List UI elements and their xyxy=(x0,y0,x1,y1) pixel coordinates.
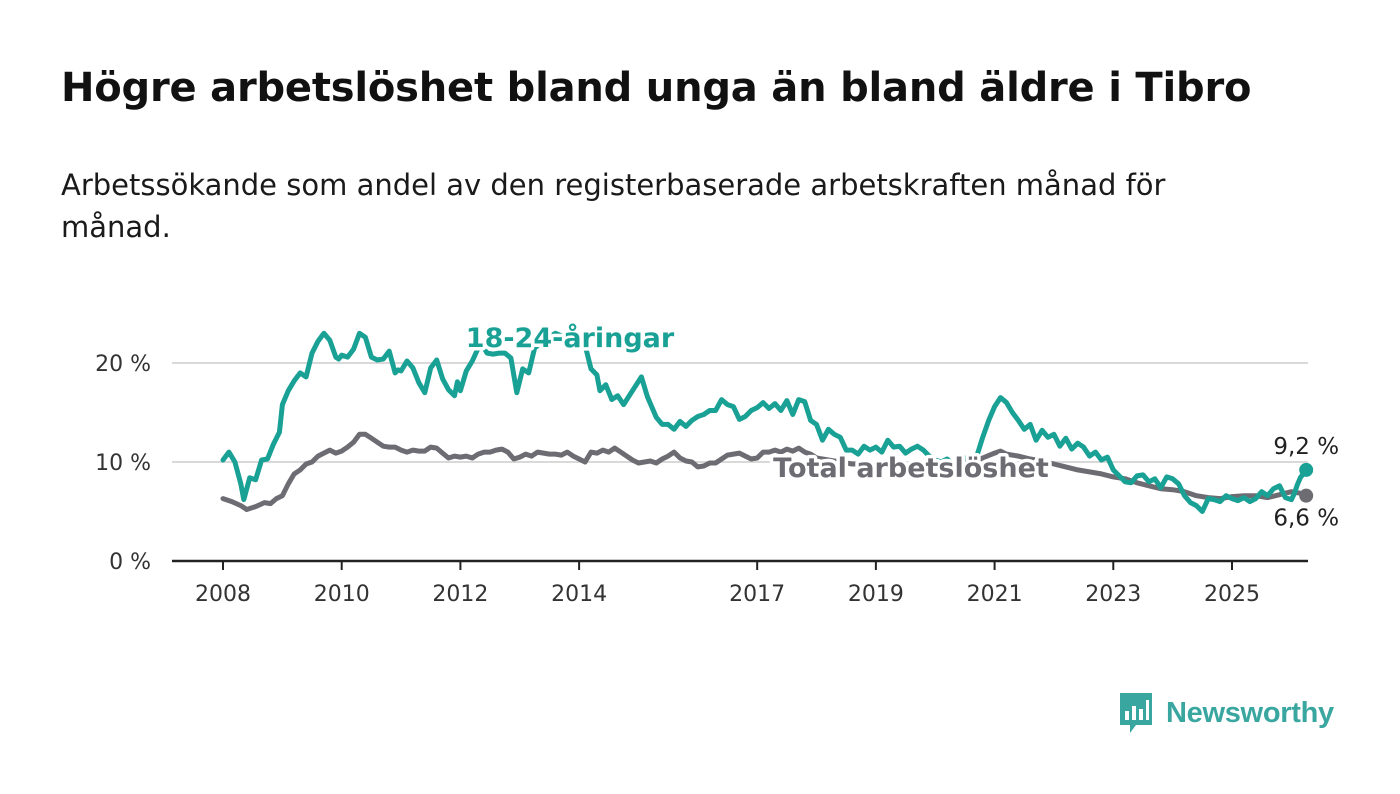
x-tick-label: 2017 xyxy=(729,582,785,607)
y-tick-label: 0 % xyxy=(109,550,151,575)
grid-lines xyxy=(172,362,1308,463)
y-axis: 0 % 10 % 20 % xyxy=(95,352,151,575)
series-end-marker xyxy=(1299,462,1314,477)
x-tick-label: 2023 xyxy=(1085,582,1141,607)
newsworthy-logo: Newsworthy xyxy=(1118,690,1334,736)
series-label: Total arbetslöshet xyxy=(773,453,1049,484)
series-line-1 xyxy=(220,431,1309,512)
x-tick-label: 2008 xyxy=(195,582,251,607)
end-value-label: 6,6 % xyxy=(1273,506,1339,532)
brand-name: Newsworthy xyxy=(1166,696,1334,729)
x-axis: 2008 2010 2012 2014 2017 2019 2021 2023 2025 xyxy=(172,559,1308,607)
chart-subtitle: Arbetssökande som andel av den registerb… xyxy=(61,168,1166,244)
series-labels: 9,2 % 6,6 % 18-24-åringar Total arbetslöshe… xyxy=(462,319,1339,532)
series-lines xyxy=(220,330,1314,514)
series-label: 18-24-åringar xyxy=(466,322,675,354)
end-value-label: 9,2 % xyxy=(1273,434,1339,460)
x-tick-label: 2010 xyxy=(314,582,370,607)
x-tick-label: 2021 xyxy=(967,582,1023,607)
y-tick-label: 10 % xyxy=(95,451,151,476)
series-end-marker xyxy=(1299,488,1314,503)
chart-title: Högre arbetslöshet bland unga än bland ä… xyxy=(61,65,1252,111)
newsworthy-logo-icon xyxy=(1120,693,1152,733)
y-tick-label: 20 % xyxy=(95,352,151,377)
x-tick-label: 2014 xyxy=(551,582,607,607)
series-line-0 xyxy=(220,330,1309,514)
x-tick-label: 2012 xyxy=(432,582,488,607)
x-tick-label: 2025 xyxy=(1204,582,1260,607)
x-tick-label: 2019 xyxy=(848,582,904,607)
